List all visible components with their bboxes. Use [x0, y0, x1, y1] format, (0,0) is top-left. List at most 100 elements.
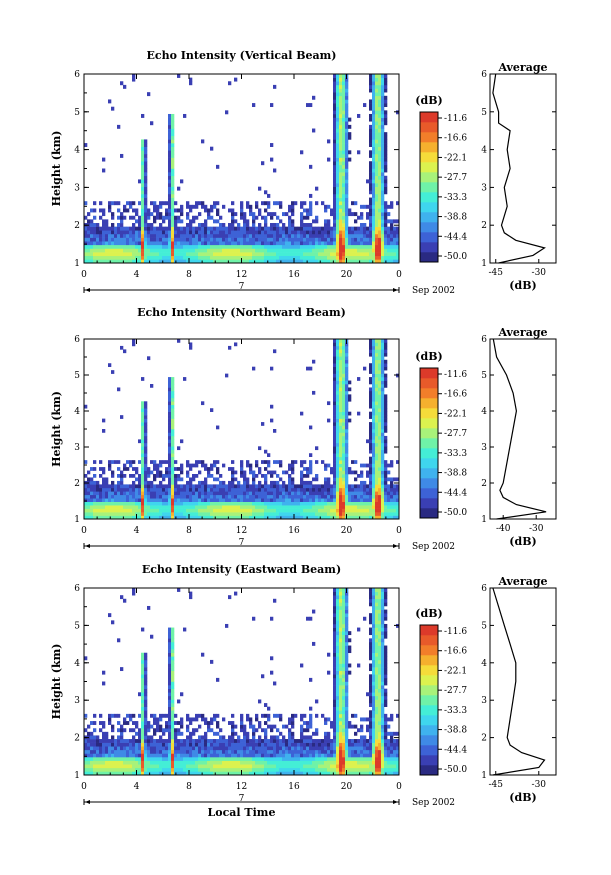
heatmap-cell	[171, 204, 175, 209]
heatmap-cell	[372, 470, 376, 475]
heatmap-cell	[147, 474, 151, 478]
heatmap-cell	[360, 204, 364, 209]
heatmap-cell	[141, 505, 145, 509]
heatmap-cell	[171, 237, 175, 242]
heatmap-cell	[138, 760, 142, 765]
heatmap-cell	[315, 474, 319, 478]
heatmap-cell	[132, 760, 136, 765]
heatmap-cell	[105, 255, 109, 260]
heatmap-cell	[234, 753, 238, 758]
heatmap-cell	[327, 233, 331, 238]
heatmap-cell	[183, 771, 187, 776]
heatmap-cell	[252, 498, 256, 502]
heatmap-cell	[129, 484, 133, 489]
heatmap-cell	[267, 453, 271, 457]
heatmap-cell	[333, 219, 337, 224]
heatmap-cell	[297, 512, 301, 516]
heatmap-cell	[375, 219, 379, 224]
heatmap-cell	[231, 223, 235, 227]
heatmap-cell	[141, 498, 145, 502]
heatmap-cell	[255, 259, 259, 264]
heatmap-cell	[354, 201, 358, 206]
heatmap-cell	[195, 255, 199, 260]
heatmap-cell	[375, 197, 379, 202]
heatmap-cell	[165, 515, 169, 520]
heatmap-cell	[321, 508, 325, 513]
heatmap-cell	[309, 494, 313, 499]
heatmap-cell	[348, 501, 352, 506]
heatmap-cell	[333, 460, 337, 464]
heatmap-cell	[369, 99, 373, 104]
heatmap-cell	[381, 363, 385, 367]
heatmap-cell	[378, 168, 382, 173]
heatmap-cell	[381, 449, 385, 454]
heatmap-cell	[189, 230, 193, 235]
heatmap-cell	[150, 760, 154, 765]
heatmap-cell	[372, 241, 376, 246]
heatmap-cell	[144, 208, 148, 213]
heatmap-cell	[93, 505, 97, 509]
heatmap-cell	[162, 252, 166, 257]
heatmap-cell	[234, 501, 238, 506]
heatmap-cell	[264, 226, 268, 231]
heatmap-cell	[324, 512, 328, 516]
heatmap-cell	[234, 494, 238, 499]
heatmap-cell	[330, 233, 334, 238]
heatmap-cell	[108, 760, 112, 765]
heatmap-cell	[342, 88, 346, 93]
heatmap-cell	[228, 233, 232, 238]
heatmap-cell	[87, 491, 91, 496]
heatmap-cell	[204, 241, 208, 246]
heatmap-cell	[201, 771, 205, 776]
heatmap-cell	[291, 223, 295, 227]
heatmap-cell	[162, 731, 166, 736]
heatmap-cell	[171, 172, 175, 177]
heatmap-cell	[225, 764, 229, 769]
heatmap-cell	[300, 508, 304, 513]
heatmap-cell	[117, 259, 121, 264]
heatmap-cell	[186, 241, 190, 246]
heatmap-cell	[333, 370, 337, 374]
heatmap-cell	[369, 390, 373, 395]
heatmap-cell	[390, 491, 394, 496]
heatmap-cell	[342, 215, 346, 220]
profile-frame	[489, 338, 557, 520]
heatmap-cell	[228, 764, 232, 769]
heatmap-cell	[180, 204, 184, 209]
heatmap-cell	[330, 515, 334, 520]
heatmap-cell	[387, 494, 391, 499]
heatmap-cell	[339, 81, 343, 86]
heatmap-cell	[300, 204, 304, 209]
heatmap-cell	[345, 237, 349, 242]
heatmap-cell	[216, 505, 220, 509]
heatmap-cell	[384, 494, 388, 499]
heatmap-cell	[120, 498, 124, 502]
heatmap-cell	[114, 233, 118, 238]
heatmap-cell	[378, 74, 382, 78]
heatmap-cell	[186, 474, 190, 478]
heatmap-cell	[297, 484, 301, 489]
heatmap-cell	[189, 233, 193, 238]
heatmap-cell	[369, 463, 373, 468]
heatmap-cell	[105, 515, 109, 520]
heatmap-cell	[252, 212, 256, 217]
heatmap-cell	[117, 749, 121, 754]
heatmap-cell	[264, 512, 268, 516]
heatmap-cell	[126, 498, 130, 502]
heatmap-cell	[147, 233, 151, 238]
heatmap-cell	[390, 237, 394, 242]
heatmap-cell	[141, 223, 145, 227]
heatmap-cell	[186, 512, 190, 516]
heatmap-cell	[339, 233, 343, 238]
heatmap-cell	[141, 153, 145, 158]
heatmap-cell	[351, 487, 355, 492]
heatmap-cell	[261, 259, 265, 264]
heatmap-cell	[288, 204, 292, 209]
heatmap-cell	[168, 439, 172, 444]
heatmap-cell	[369, 172, 373, 177]
heatmap-cell	[96, 255, 100, 260]
heatmap-cell	[159, 742, 163, 747]
heatmap-cell	[255, 501, 259, 506]
heatmap-cell	[213, 742, 217, 747]
colorbar-swatch	[420, 232, 438, 243]
